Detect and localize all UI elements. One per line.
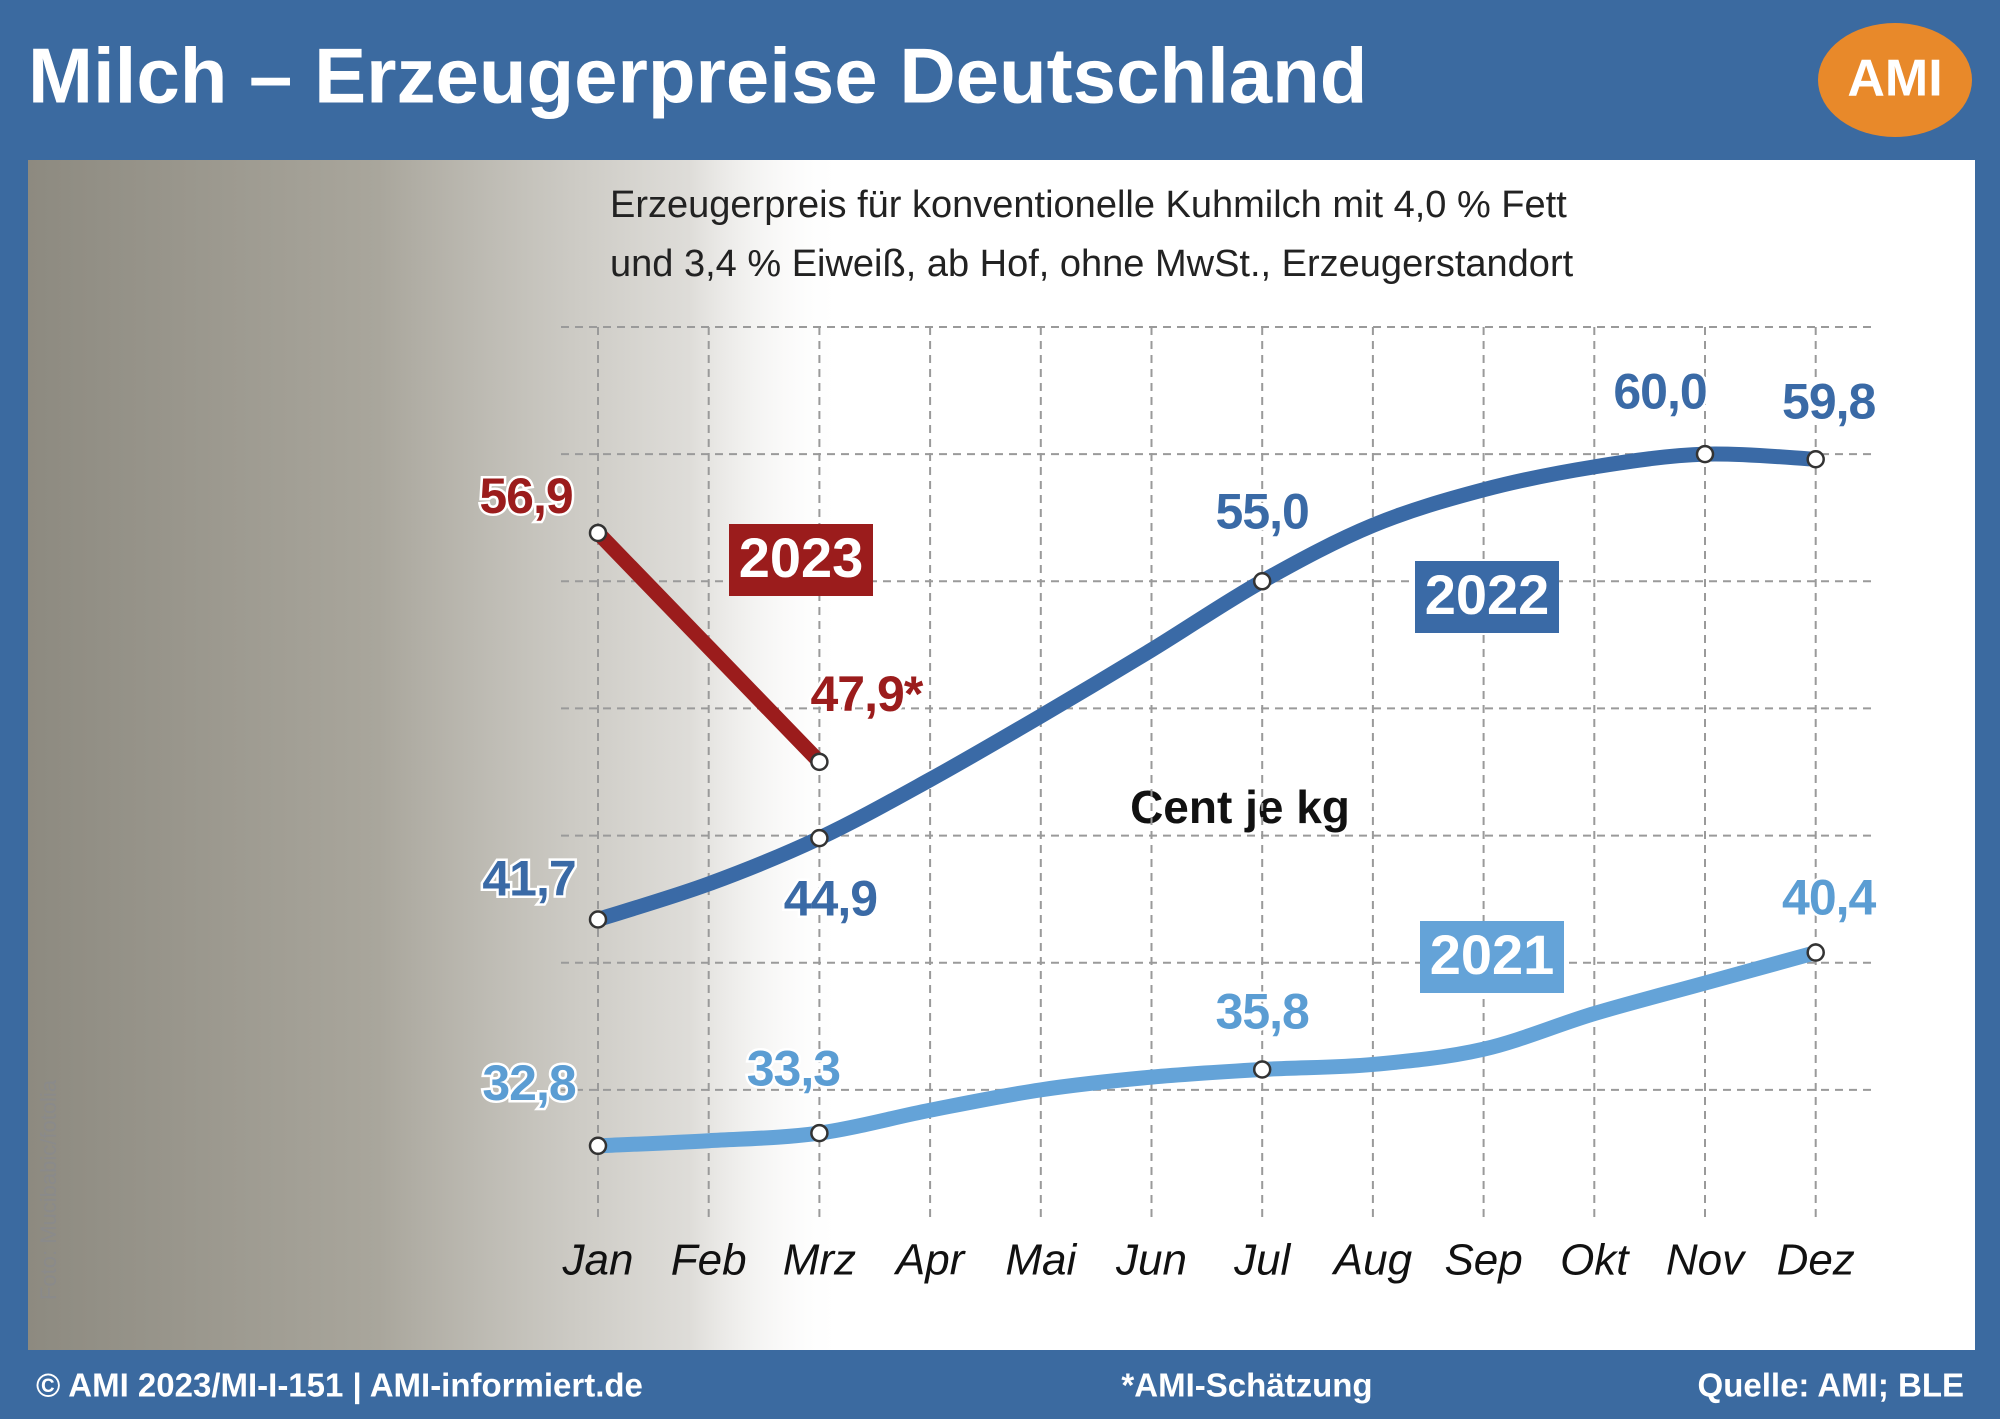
legend-box [1420,921,1564,993]
data-label: 41,7 [482,851,575,907]
point [1252,572,1272,591]
x-tick-label: Jan [562,1236,634,1285]
photo-credit: Foto: Mucibabic/fotolia [36,1079,61,1300]
point [1806,943,1825,962]
footer-right: Quelle: AMI; BLE [1698,1367,1964,1404]
point [810,828,829,848]
footer-left: © AMI 2023/MI-I-151 | AMI-informiert.de [36,1367,643,1404]
data-label: 40,4 [1782,870,1877,926]
series-line [590,945,1824,1154]
x-tick-label: Mrz [783,1236,856,1285]
x-tick-label: Jun [1115,1236,1187,1285]
data-label: 60,0 [1613,363,1706,419]
data-label: 33,3 [747,1040,840,1096]
data-label: 32,8 [482,1055,576,1111]
data-label: 55,0 [1216,483,1309,539]
legend-label: 2021 [1430,923,1555,986]
legend-label: 2022 [1425,563,1550,626]
data-label: 59,8 [1782,373,1876,429]
point [1252,1060,1272,1079]
x-tick-label: Feb [671,1236,747,1285]
logo-text: AMI [1847,50,1942,108]
data-label: 56,9 [479,468,572,524]
point [588,1136,608,1156]
point [588,910,608,929]
x-tick-label: Apr [893,1236,967,1285]
data-label: 35,8 [1216,984,1310,1040]
x-tick-label: Nov [1666,1236,1747,1285]
data-label: 47,9* [811,666,924,722]
x-tick-label: Sep [1444,1236,1522,1285]
axis-label: Cent je kg [1130,781,1350,833]
footer-center: *AMI-Schätzung [1121,1367,1372,1404]
series-line [590,525,827,770]
x-tick-label: Okt [1560,1236,1630,1285]
x-tick-label: Aug [1331,1236,1413,1285]
legend-box [1415,561,1559,633]
legend-box [729,524,873,596]
point [1806,449,1825,469]
data-label: 44,9 [784,870,877,926]
point [810,1123,829,1143]
legend-label: 2023 [739,526,864,589]
x-tick-label: Mai [1005,1236,1077,1285]
subtitle: und 3,4 % Eiweiß, ab Hof, ohne MwSt., Er… [610,243,1574,285]
x-tick-label: Dez [1777,1236,1855,1285]
title: Milch – Erzeugerpreise Deutschland [28,32,1367,120]
point [1695,444,1715,464]
point [810,752,829,772]
photo [28,160,1975,1350]
subtitle: Erzeugerpreis für konventionelle Kuhmilc… [610,184,1567,226]
point [588,523,608,543]
logo [1818,23,1972,137]
x-tick-label: Jul [1233,1236,1291,1285]
